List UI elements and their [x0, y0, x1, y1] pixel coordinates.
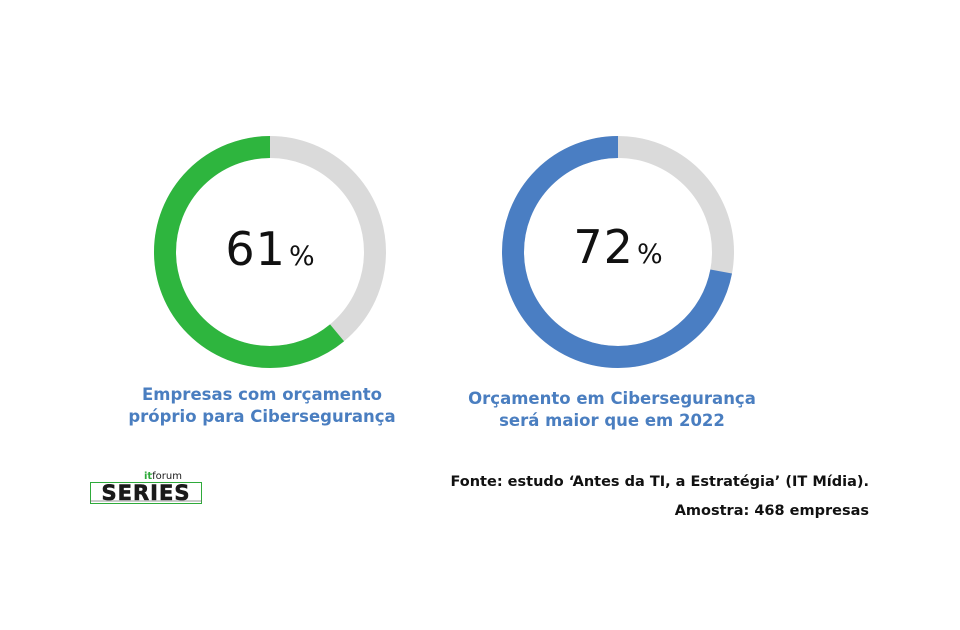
itforum-series-logo: itforum SERIES [90, 472, 204, 508]
donut-value-unit: % [636, 239, 663, 270]
source-note: Fonte: estudo ‘Antes da TI, a Estratégia… [450, 474, 869, 490]
donut-chart-budget-own: 61% [152, 134, 388, 370]
logo-series-box: SERIES [90, 481, 202, 506]
caption-line-2: próprio para Cibersegurança [128, 407, 396, 426]
logo-itforum-text: itforum [143, 471, 182, 482]
donut-value-number: 72 [573, 220, 634, 274]
donut-value-label: 72% [500, 220, 736, 274]
sample-note: Amostra: 468 empresas [674, 503, 869, 519]
donut-value-number: 61 [225, 222, 286, 276]
donut-caption-budget-own: Empresas com orçamento próprio para Cibe… [112, 384, 412, 428]
donut-chart-budget-increase: 72% [500, 134, 736, 370]
donut-value-arc [502, 136, 734, 368]
donut-value-unit: % [288, 241, 315, 272]
donut-svg [502, 136, 734, 368]
caption-line-2: será maior que em 2022 [499, 411, 725, 430]
caption-line-1: Empresas com orçamento [142, 385, 382, 404]
donut-svg [154, 136, 386, 368]
logo-underline [90, 500, 202, 502]
donut-caption-budget-increase: Orçamento em Cibersegurança será maior q… [462, 388, 762, 432]
caption-line-1: Orçamento em Cibersegurança [468, 389, 756, 408]
logo-series-word: SERIES [101, 481, 191, 506]
donut-value-label: 61% [152, 222, 388, 276]
donut-value-arc [154, 136, 386, 368]
